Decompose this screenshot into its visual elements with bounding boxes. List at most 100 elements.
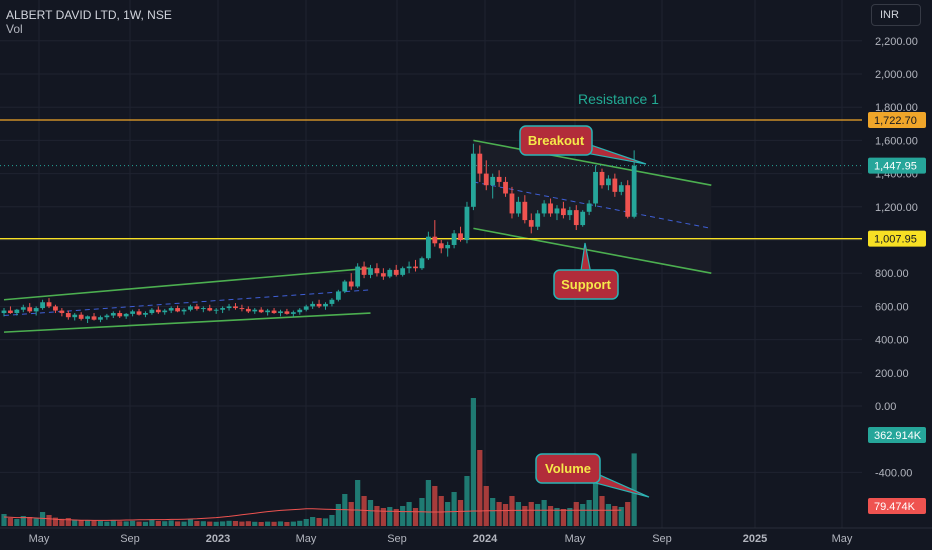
candle <box>78 312 84 321</box>
volume-bar <box>490 498 496 526</box>
candle-body <box>98 317 103 320</box>
time-tick-label: Sep <box>652 533 672 545</box>
candle-body <box>599 171 605 186</box>
candle <box>342 279 348 294</box>
candle <box>123 313 129 319</box>
candle <box>117 310 123 319</box>
candle-body <box>123 313 129 317</box>
candle-body <box>258 309 264 313</box>
time-tick-label: Sep <box>387 533 407 545</box>
price-tick-label: 800.00 <box>875 268 909 280</box>
volume-callout-label: Volume <box>545 461 591 476</box>
candle-body <box>117 313 123 317</box>
candle-body <box>175 308 181 312</box>
candle-body <box>143 313 148 315</box>
volume-bar <box>142 521 149 526</box>
volume-bar <box>72 519 78 526</box>
volume-bar <box>329 515 335 526</box>
candle-body <box>393 269 399 275</box>
volume-bar <box>586 500 592 526</box>
candle-body <box>168 308 174 311</box>
volume-callout-box <box>535 453 601 484</box>
volume-bar <box>477 450 483 526</box>
candle-body <box>470 153 476 207</box>
candle <box>143 311 148 318</box>
candle-body <box>323 303 328 307</box>
breakout-callout-box <box>519 125 593 156</box>
candle-body <box>342 281 348 292</box>
candle-body <box>554 208 560 214</box>
volume-bar <box>355 480 361 526</box>
candle-body <box>194 306 200 309</box>
candle <box>348 273 354 290</box>
volume-bar <box>618 507 624 526</box>
candle-body <box>91 316 97 320</box>
candle-body <box>40 302 45 309</box>
price-tick-label: 0.00 <box>875 401 896 413</box>
volume-bar <box>400 506 406 526</box>
volume-bar <box>52 517 59 526</box>
breakout-callout: Breakout <box>519 125 647 165</box>
candle-body <box>496 176 502 182</box>
symbol-title: ALBERT DAVID LTD, 1W, NSE <box>6 8 172 22</box>
candle-body <box>406 266 412 269</box>
candle-body <box>361 266 367 275</box>
volume-bar <box>335 504 341 526</box>
candle <box>226 303 232 311</box>
candle-body <box>464 206 470 240</box>
candle <box>425 231 431 260</box>
volume-bar <box>322 518 329 526</box>
candle <box>522 195 528 224</box>
candle <box>188 304 193 312</box>
candle-body <box>310 303 316 307</box>
candle <box>316 299 322 309</box>
volume-bar <box>464 476 470 526</box>
volume-bar <box>374 506 380 526</box>
candle <box>361 261 367 279</box>
last-price-tag: 1,447.95 <box>868 157 926 174</box>
candle <box>65 310 71 320</box>
volume-last-tag: 362.914K <box>868 427 926 443</box>
candle-body <box>625 185 631 217</box>
volume-bar <box>316 518 322 526</box>
candle-body <box>477 153 483 174</box>
candle <box>130 309 135 317</box>
volume-bar <box>33 518 39 526</box>
channel-line-upper-channel-mid <box>473 181 712 229</box>
volume-ma-line <box>3 508 622 521</box>
candle-body <box>27 307 33 312</box>
candle <box>586 200 592 216</box>
candle <box>548 198 553 217</box>
price-tick-label: 400.00 <box>875 335 909 347</box>
volume-bar <box>175 521 181 526</box>
channel-line-lower-channel-mid <box>3 289 371 317</box>
volume-bar <box>457 500 464 526</box>
candle <box>406 261 412 274</box>
candle <box>1 308 7 317</box>
candle-body <box>432 236 438 244</box>
candle-body <box>400 268 406 275</box>
candle <box>490 173 496 199</box>
candle <box>245 306 251 314</box>
volume-bar <box>207 521 213 526</box>
candle <box>14 308 20 316</box>
candle-body <box>522 201 528 221</box>
candle <box>541 200 547 217</box>
candle <box>27 303 33 314</box>
volume-bar <box>252 521 258 526</box>
volume-bar <box>361 496 367 526</box>
currency-selector[interactable]: INR <box>871 4 921 26</box>
resistance-price-tag-text: 1,722.70 <box>874 115 917 127</box>
candle-body <box>207 308 213 311</box>
candle-body <box>419 258 425 269</box>
candle-body <box>425 236 431 259</box>
candle-body <box>78 314 84 319</box>
time-tick-label: 2023 <box>206 533 230 545</box>
volume-bar <box>104 521 110 526</box>
volume-bar <box>84 520 91 526</box>
volume-bar <box>200 521 206 526</box>
candle <box>580 210 586 227</box>
volume-bar <box>194 521 200 526</box>
volume-bar <box>625 502 631 526</box>
